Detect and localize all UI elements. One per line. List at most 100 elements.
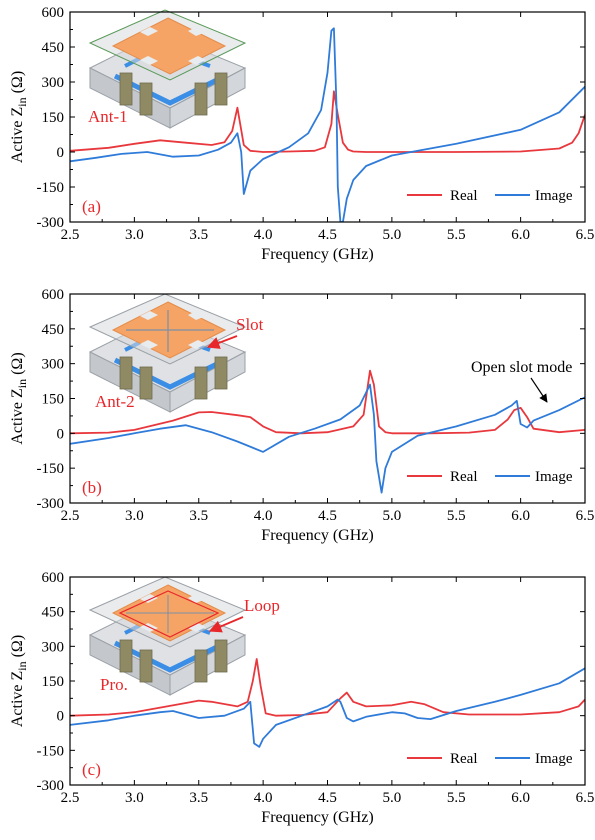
series-line-real (70, 369, 585, 435)
x-tick-label: 5.5 (447, 227, 466, 243)
y-axis-title-main: Active Z (9, 388, 26, 444)
y-axis-title-sub: in (15, 661, 29, 670)
series-line-real (70, 90, 585, 153)
series-line-image (70, 667, 585, 748)
antenna-feed-post (119, 72, 133, 106)
antenna-feed-post (194, 649, 208, 683)
y-axis-title: Active Zin (Ω) (9, 635, 29, 727)
y-axis-title-unit: (Ω) (9, 635, 26, 662)
y-axis-title-unit: (Ω) (9, 71, 26, 98)
y-tick-label: 450 (42, 322, 65, 338)
x-tick-label: 5.0 (383, 227, 402, 243)
x-tick-label: 4.0 (254, 508, 273, 524)
series-line-image (70, 383, 585, 494)
antenna-notch (140, 594, 158, 603)
antenna-feed-post (139, 649, 153, 683)
y-axis-title-main: Active Z (9, 107, 26, 163)
y-tick-label: -300 (37, 496, 65, 512)
y-tick-label: 300 (42, 75, 65, 91)
x-tick-label: 4.5 (318, 227, 337, 243)
antenna-notch (140, 56, 158, 65)
antenna-notch (188, 594, 206, 603)
x-tick-label: 4.5 (318, 790, 337, 806)
legend-label-real: Real (450, 469, 478, 485)
x-axis-title: Frequency (GHz) (261, 527, 373, 544)
x-tick-label: 6.0 (511, 790, 530, 806)
y-tick-label: 0 (57, 709, 65, 725)
y-tick-label: 150 (42, 110, 65, 126)
antenna-feed-post (194, 82, 208, 116)
legend-label-real: Real (450, 751, 478, 767)
y-tick-label: -300 (37, 215, 65, 231)
x-tick-label: 6.5 (576, 508, 595, 524)
y-tick-label: 0 (57, 426, 65, 442)
y-axis-title: Active Zin (Ω) (9, 71, 29, 163)
x-tick-label: 3.0 (125, 790, 144, 806)
y-axis-title: Active Zin (Ω) (9, 352, 29, 444)
y-tick-label: -150 (37, 461, 65, 477)
legend-label-image: Image (535, 188, 573, 204)
y-tick-label: -150 (37, 180, 65, 196)
antenna-feed-post (214, 639, 228, 673)
y-tick-label: 300 (42, 357, 65, 373)
y-tick-label: -300 (37, 778, 65, 794)
y-tick-label: 450 (42, 605, 65, 621)
x-tick-label: 4.0 (254, 790, 273, 806)
x-tick-label: 2.5 (61, 508, 80, 524)
x-tick-label: 3.0 (125, 508, 144, 524)
y-tick-label: 600 (42, 287, 65, 303)
chart-panel: 2.5 3.0 3.5 4.0 4.5 5.0 5.5 6.0 6.5 -300 -150 0 150 3… (9, 287, 594, 544)
legend-label-real: Real (450, 188, 478, 204)
y-axis-title-sub: in (15, 97, 29, 106)
antenna-illustration (88, 576, 247, 696)
x-tick-label: 2.5 (61, 227, 80, 243)
y-tick-label: 150 (42, 674, 65, 690)
antenna-feed-post (139, 366, 153, 400)
x-tick-label: 6.0 (511, 508, 530, 524)
antenna-label: Ant-1 (88, 107, 128, 126)
x-tick-label: 3.5 (189, 227, 208, 243)
slot-arrow (206, 335, 238, 349)
antenna-notch (188, 340, 206, 349)
y-axis-title-unit: (Ω) (9, 352, 26, 379)
loop-arrow (208, 616, 244, 633)
y-tick-label: 300 (42, 639, 65, 655)
antenna-label: Ant-2 (95, 392, 135, 411)
x-tick-label: 5.0 (383, 508, 402, 524)
y-axis-title-main: Active Z (9, 671, 26, 727)
panel-label: (c) (82, 760, 101, 779)
loop-annotation: Loop (244, 596, 280, 615)
x-tick-label: 5.5 (447, 508, 466, 524)
antenna-illustration (88, 9, 247, 129)
antenna-feed-post (139, 82, 153, 116)
antenna-notch (188, 27, 206, 36)
antenna-feed-post (194, 366, 208, 400)
x-tick-label: 4.5 (318, 508, 337, 524)
x-tick-label: 5.0 (383, 790, 402, 806)
x-tick-label: 2.5 (61, 790, 80, 806)
x-tick-label: 4.0 (254, 227, 273, 243)
y-tick-label: 600 (42, 5, 65, 21)
y-tick-label: -150 (37, 743, 65, 759)
x-tick-label: 6.0 (511, 227, 530, 243)
legend-label-image: Image (535, 469, 573, 485)
antenna-feed-post (214, 356, 228, 390)
y-tick-label: 150 (42, 392, 65, 408)
antenna-notch (188, 311, 206, 320)
antenna-feed-post (119, 639, 133, 673)
antenna-feed-post (214, 72, 228, 106)
antenna-notch (140, 311, 158, 320)
x-tick-label: 3.5 (189, 790, 208, 806)
antenna-loop (118, 590, 220, 638)
open-slot-mode-annotation: Open slot mode (471, 359, 572, 376)
x-axis-title: Frequency (GHz) (261, 246, 373, 263)
antenna-label: Pro. (100, 675, 128, 694)
x-tick-label: 6.5 (576, 227, 595, 243)
y-axis-title-sub: in (15, 379, 29, 388)
panel-label: (b) (82, 478, 102, 497)
antenna-illustration (88, 293, 247, 413)
chart-panel: 2.5 3.0 3.5 4.0 4.5 5.0 5.5 6.0 6.5 -300 -150 0 150 3… (9, 570, 594, 826)
y-tick-label: 600 (42, 570, 65, 586)
x-tick-label: 3.0 (125, 227, 144, 243)
series-line-image (70, 27, 585, 222)
